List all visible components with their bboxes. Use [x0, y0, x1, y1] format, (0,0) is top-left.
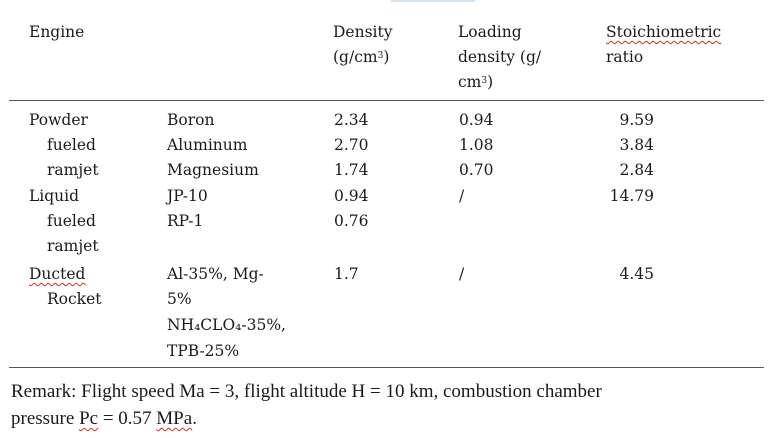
header-density-line2: (g/cm3) [333, 48, 390, 66]
engine-label: Powder [29, 111, 88, 129]
header-loading-line2: density (g/ [458, 48, 542, 66]
density-cell: 1.74 [334, 161, 369, 179]
fuel-cell: Magnesium [167, 161, 259, 179]
engine-label: Rocket [47, 290, 102, 308]
fuel-cell: TPB-25% [167, 342, 240, 360]
header-loading-line3: cm3) [458, 73, 494, 91]
loading-cell: 0.70 [459, 161, 494, 179]
header-density-line1: Density [333, 23, 393, 41]
engine-label: fueled [47, 136, 96, 154]
ratio-cell: 2.84 [619, 161, 654, 179]
top-accent-line [391, 0, 475, 2]
loading-cell: / [459, 265, 465, 283]
ratio-cell: 14.79 [609, 187, 654, 205]
loading-cell: 0.94 [459, 111, 494, 129]
fuel-cell: Aluminum [167, 136, 248, 154]
table-bottom-rule [9, 367, 764, 368]
engine-label: ramjet [47, 161, 99, 179]
header-divider [9, 100, 764, 101]
header-stoichiometric-line1: Stoichiometric [606, 23, 722, 41]
density-cell: 0.94 [334, 187, 369, 205]
header-engine: Engine [29, 23, 85, 41]
header-stoichiometric-line2: ratio [606, 48, 644, 66]
ratio-cell: 4.45 [619, 265, 654, 283]
ratio-cell: 3.84 [619, 136, 654, 154]
engine-label: Liquid [29, 187, 80, 205]
ratio-cell: 9.59 [619, 111, 654, 129]
engine-label: Ducted [29, 265, 86, 283]
density-cell: 2.34 [334, 111, 369, 129]
engine-label: fueled [47, 212, 96, 230]
loading-cell: / [459, 187, 465, 205]
density-cell: 0.76 [334, 212, 369, 230]
fuel-cell: Boron [167, 111, 215, 129]
remark-line-2: pressure Pc = 0.57 MPa. [11, 408, 197, 429]
loading-cell: 1.08 [459, 136, 494, 154]
fuel-cell: RP-1 [167, 212, 204, 230]
remark-line-1: Remark: Flight speed Ma = 3, flight alti… [11, 381, 602, 402]
fuel-cell: Al-35%, Mg- [167, 265, 264, 283]
density-cell: 1.7 [334, 265, 359, 283]
fuel-cell: JP-10 [167, 187, 208, 205]
density-cell: 2.70 [334, 136, 369, 154]
fuel-cell: 5% [167, 290, 192, 308]
fuel-cell: NH₄CLO₄-35%, [167, 316, 286, 334]
header-loading-line1: Loading [458, 23, 522, 41]
engine-label: ramjet [47, 237, 99, 255]
